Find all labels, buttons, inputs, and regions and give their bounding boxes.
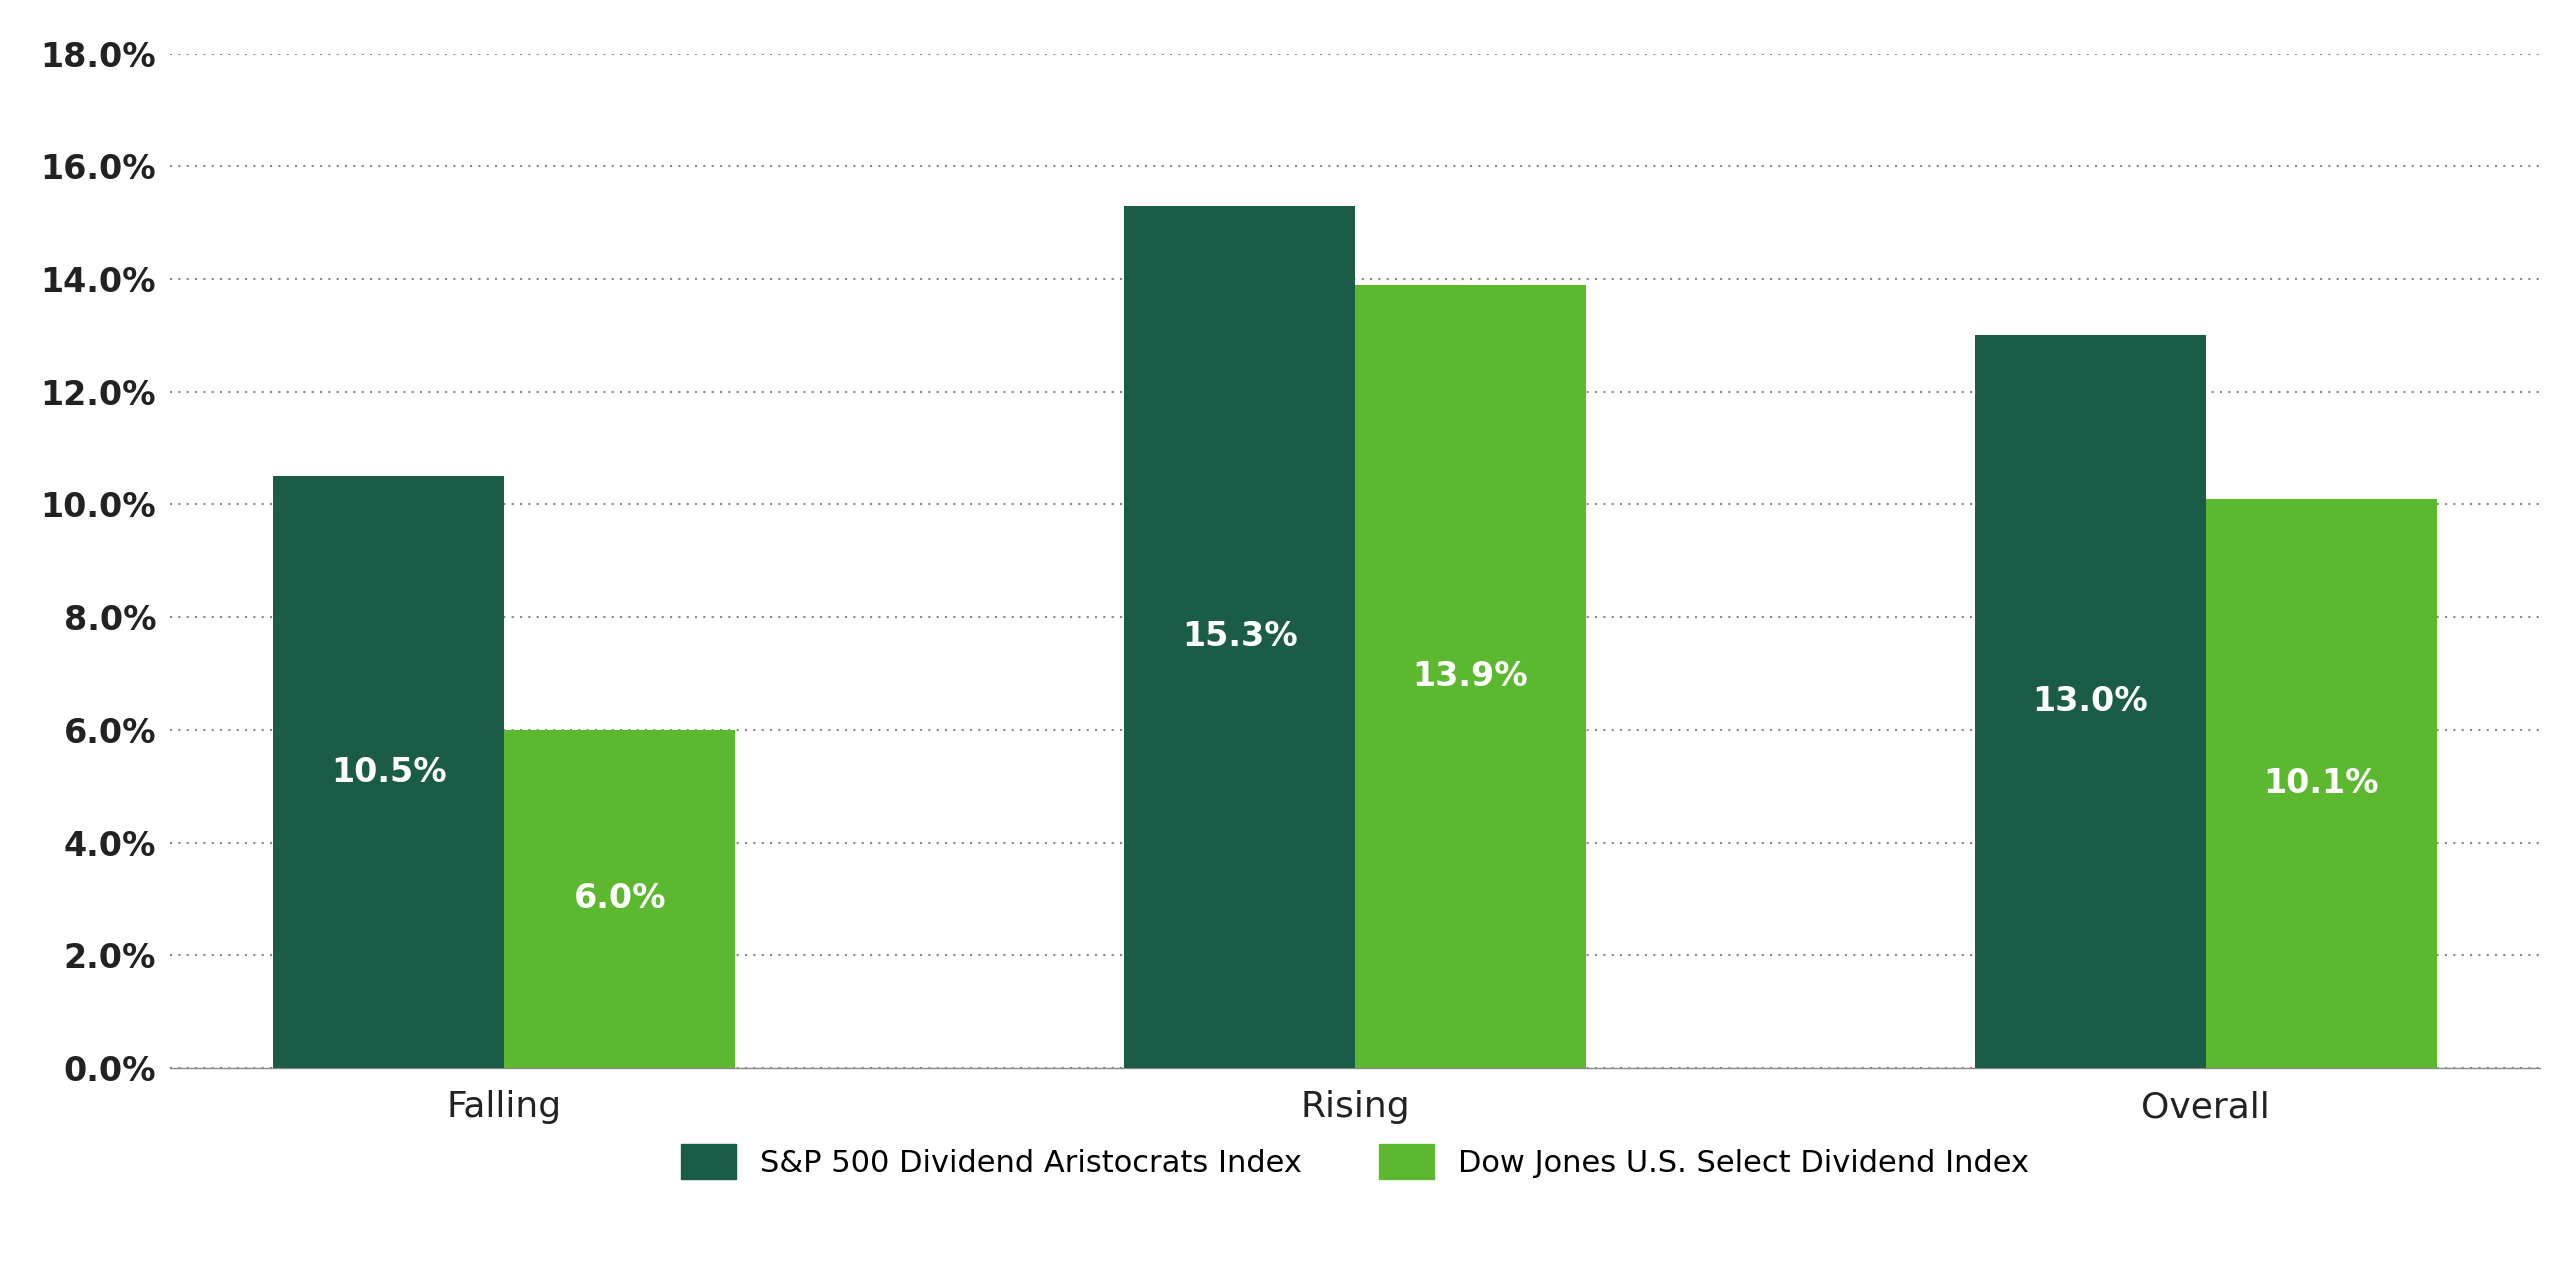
Bar	[1354, 285, 1587, 1067]
Bar	[273, 476, 503, 1067]
Text: 13.0%: 13.0%	[2034, 685, 2149, 718]
Text: 10.1%: 10.1%	[2264, 767, 2379, 799]
Bar	[503, 730, 736, 1067]
Bar	[1124, 205, 1354, 1067]
Text: 10.5%: 10.5%	[332, 756, 447, 789]
Text: 6.0%: 6.0%	[572, 883, 667, 916]
Bar	[1975, 335, 2205, 1067]
Legend: S&P 500 Dividend Aristocrats Index, Dow Jones U.S. Select Dividend Index: S&P 500 Dividend Aristocrats Index, Dow …	[667, 1129, 2044, 1194]
Text: 13.9%: 13.9%	[1413, 659, 1528, 693]
Text: 15.3%: 15.3%	[1183, 621, 1298, 653]
Bar	[2205, 499, 2437, 1067]
